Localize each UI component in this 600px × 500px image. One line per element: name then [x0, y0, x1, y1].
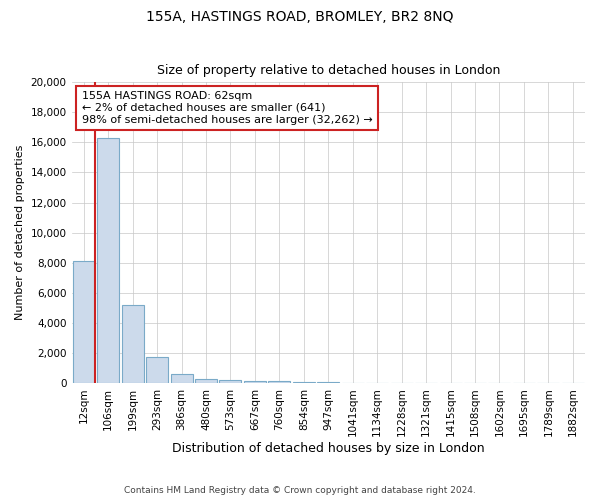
Bar — [293, 382, 315, 383]
Bar — [220, 380, 241, 383]
Text: Contains HM Land Registry data © Crown copyright and database right 2024.: Contains HM Land Registry data © Crown c… — [124, 486, 476, 495]
Bar — [170, 374, 193, 383]
Bar — [195, 378, 217, 383]
Bar — [73, 261, 95, 383]
Y-axis label: Number of detached properties: Number of detached properties — [15, 145, 25, 320]
Bar — [146, 358, 168, 383]
Text: 155A HASTINGS ROAD: 62sqm
← 2% of detached houses are smaller (641)
98% of semi-: 155A HASTINGS ROAD: 62sqm ← 2% of detach… — [82, 92, 373, 124]
Bar — [317, 382, 339, 383]
X-axis label: Distribution of detached houses by size in London: Distribution of detached houses by size … — [172, 442, 485, 455]
Text: 155A, HASTINGS ROAD, BROMLEY, BR2 8NQ: 155A, HASTINGS ROAD, BROMLEY, BR2 8NQ — [146, 10, 454, 24]
Bar — [268, 382, 290, 383]
Bar — [97, 138, 119, 383]
Bar — [244, 381, 266, 383]
Bar — [122, 304, 143, 383]
Title: Size of property relative to detached houses in London: Size of property relative to detached ho… — [157, 64, 500, 77]
